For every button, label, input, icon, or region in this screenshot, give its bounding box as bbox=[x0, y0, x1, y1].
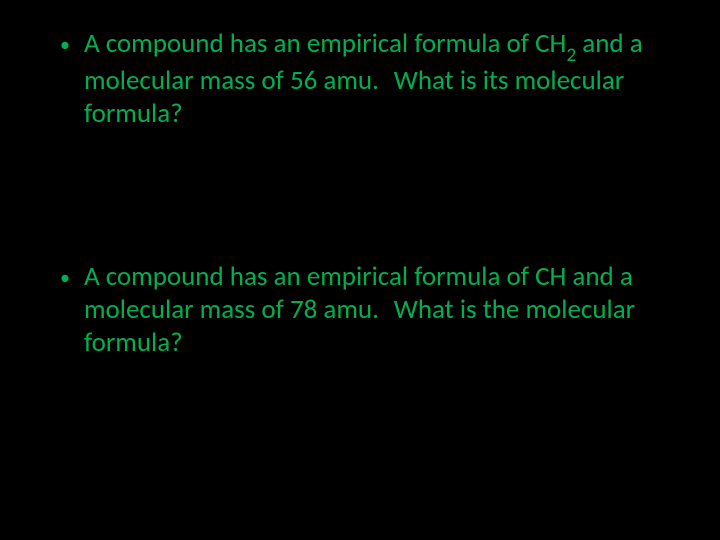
bullet-dot-icon: • bbox=[60, 28, 70, 62]
bullet-item-1: • A compound has an empirical formula of… bbox=[60, 28, 660, 131]
slide-container: • A compound has an empirical formula of… bbox=[0, 0, 720, 540]
bullet-item-2: • A compound has an empirical formula of… bbox=[60, 261, 660, 360]
q1-part-a: A compound has an empirical formula of C… bbox=[84, 27, 566, 60]
bullet-dot-icon: • bbox=[60, 261, 70, 295]
q1-subscript: 2 bbox=[566, 43, 576, 67]
bullet-text-2: A compound has an empirical formula of C… bbox=[84, 261, 660, 360]
bullet-text-1: A compound has an empirical formula of C… bbox=[84, 28, 660, 131]
